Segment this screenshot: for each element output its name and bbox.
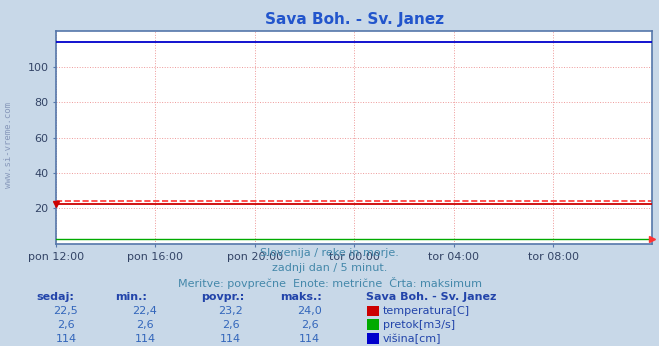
Text: Meritve: povprečne  Enote: metrične  Črta: maksimum: Meritve: povprečne Enote: metrične Črta:…	[177, 277, 482, 290]
Text: 2,6: 2,6	[136, 320, 154, 330]
Text: Slovenija / reke in morje.: Slovenija / reke in morje.	[260, 248, 399, 258]
Title: Sava Boh. - Sv. Janez: Sava Boh. - Sv. Janez	[265, 12, 444, 27]
Text: višina[cm]: višina[cm]	[383, 334, 442, 344]
Text: 114: 114	[134, 334, 156, 344]
Text: 114: 114	[55, 334, 76, 344]
Text: zadnji dan / 5 minut.: zadnji dan / 5 minut.	[272, 263, 387, 273]
Text: 24,0: 24,0	[297, 306, 322, 316]
Text: maks.:: maks.:	[280, 292, 322, 302]
Text: povpr.:: povpr.:	[201, 292, 244, 302]
Text: 2,6: 2,6	[57, 320, 74, 330]
Text: 2,6: 2,6	[222, 320, 239, 330]
Text: 22,4: 22,4	[132, 306, 158, 316]
Text: 2,6: 2,6	[301, 320, 318, 330]
Text: temperatura[C]: temperatura[C]	[383, 306, 470, 316]
Text: 22,5: 22,5	[53, 306, 78, 316]
Text: sedaj:: sedaj:	[36, 292, 74, 302]
Text: min.:: min.:	[115, 292, 147, 302]
Text: pretok[m3/s]: pretok[m3/s]	[383, 320, 455, 330]
Text: Sava Boh. - Sv. Janez: Sava Boh. - Sv. Janez	[366, 292, 496, 302]
Text: 114: 114	[220, 334, 241, 344]
Text: www.si-vreme.com: www.si-vreme.com	[4, 102, 13, 188]
Text: 23,2: 23,2	[218, 306, 243, 316]
Text: 114: 114	[299, 334, 320, 344]
